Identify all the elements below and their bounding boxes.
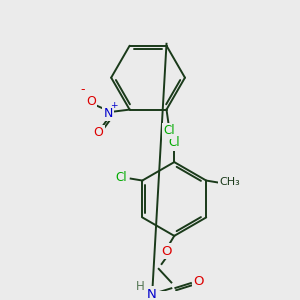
Text: N: N bbox=[147, 288, 157, 300]
Text: -: - bbox=[81, 83, 85, 96]
Text: Cl: Cl bbox=[115, 171, 127, 184]
Text: O: O bbox=[193, 275, 204, 288]
Text: O: O bbox=[161, 245, 172, 258]
Text: Cl: Cl bbox=[169, 136, 180, 149]
Text: O: O bbox=[94, 126, 103, 140]
Text: N: N bbox=[103, 107, 113, 120]
Text: O: O bbox=[86, 95, 96, 108]
Text: +: + bbox=[110, 101, 118, 110]
Text: CH₃: CH₃ bbox=[219, 178, 240, 188]
Text: H: H bbox=[136, 280, 145, 293]
Text: Cl: Cl bbox=[164, 124, 175, 137]
